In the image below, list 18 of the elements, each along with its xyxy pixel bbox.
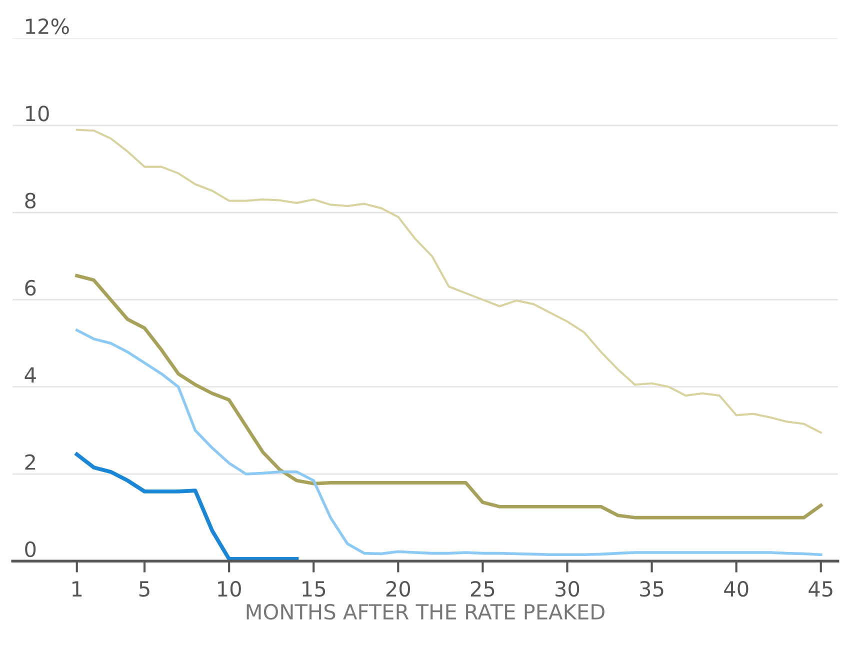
y-tick-label: 4 (24, 367, 36, 383)
x-tick-label: 5 (140, 581, 150, 597)
x-tick-label: 30 (556, 580, 580, 597)
y-tick-label: 10 (26, 106, 49, 122)
x-tick-label: 40 (724, 580, 748, 597)
y-tick-label: 0 (25, 541, 36, 558)
x-tick-label: 20 (386, 580, 410, 597)
x-tick-label: 35 (640, 580, 664, 597)
y-tick-label: 2 (25, 454, 35, 470)
y-tick-label: 8 (25, 192, 36, 209)
x-tick-label: 45 (808, 581, 832, 597)
y-tick-label: 12% (26, 18, 69, 34)
y-tick-label: 6 (25, 280, 36, 296)
x-tick-label: 15 (302, 581, 326, 597)
x-tick-label: 10 (218, 580, 241, 597)
x-tick-label: 25 (470, 580, 494, 597)
x-axis-title: MONTHS AFTER THE RATE PEAKED (246, 604, 604, 620)
x-tick-label: 1 (72, 581, 82, 596)
